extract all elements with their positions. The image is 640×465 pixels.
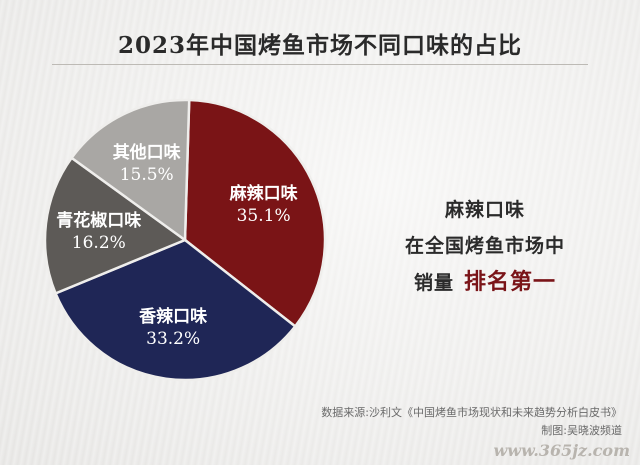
slice-value-3: 16.2%	[72, 233, 126, 253]
data-source-text: 数据来源:沙利文《中国烤鱼市场现状和未来趋势分析白皮书》	[321, 406, 622, 419]
slice-label-3: 青花椒口味	[56, 210, 141, 231]
chart-title: 2023年中国烤鱼市场不同口味的占比	[117, 32, 522, 59]
pie-slice-4	[69, 98, 191, 243]
slice-label-1: 麻辣口味	[229, 183, 298, 204]
slice-value-1: 35.1%	[237, 206, 291, 226]
slice-label-4: 其他口味	[113, 142, 181, 163]
credit-text: 制图:吴晓波频道	[541, 424, 622, 437]
slice-label-2: 香辣口味	[139, 306, 207, 327]
source-notes: 数据来源:沙利文《中国烤鱼市场现状和未来趋势分析白皮书》 制图:吴晓波频道	[321, 404, 622, 440]
callout-box: 麻辣口味 在全国烤鱼市场中 销量 排名第一	[370, 192, 600, 301]
callout-line-2: 在全国烤鱼市场中	[404, 235, 565, 257]
watermark-text: www.365jz.com	[493, 441, 630, 460]
pie-slice-3	[43, 156, 188, 295]
callout-line-1: 麻辣口味	[444, 199, 525, 221]
pie-slice-1	[183, 98, 327, 329]
title-divider	[52, 64, 588, 65]
callout-line-3-prefix: 销量	[413, 272, 454, 294]
pie-slice-2	[53, 238, 297, 382]
callout-line-3: 销量 排名第一	[370, 264, 600, 301]
callout-rank-highlight: 排名第一	[464, 269, 557, 295]
slice-value-4: 15.5%	[120, 165, 174, 185]
slice-value-2: 33.2%	[146, 329, 200, 349]
